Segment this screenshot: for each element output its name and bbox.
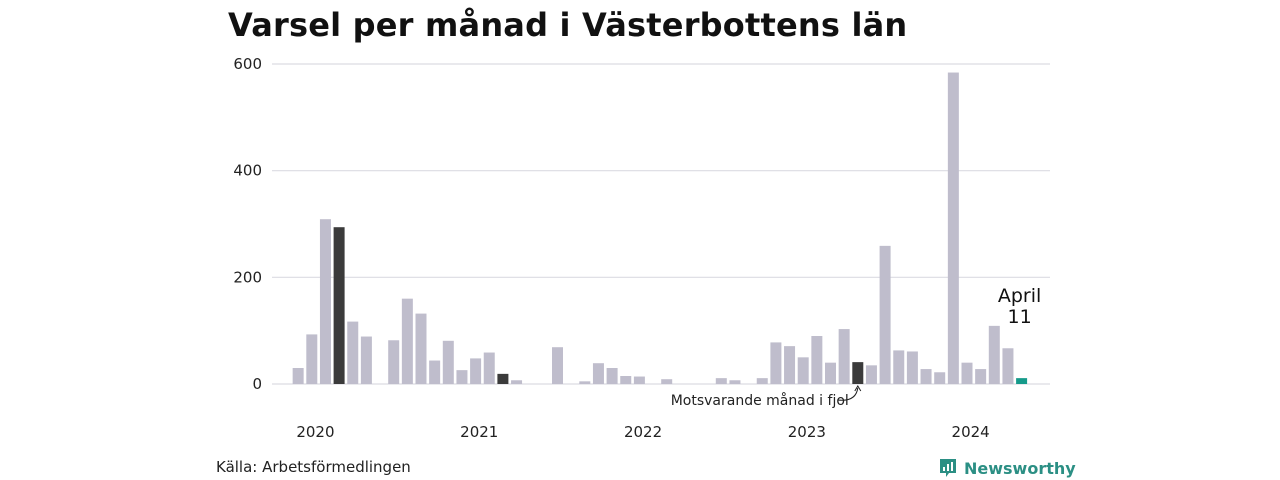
bar-2023-07 [852, 362, 864, 384]
current-month-label: April [998, 285, 1041, 307]
bar-2022-09 [715, 378, 727, 384]
x-tick-label: 2024 [952, 423, 990, 441]
x-tick-label: 2021 [460, 423, 498, 441]
x-tick-label: 2023 [788, 423, 826, 441]
bar-2023-01 [770, 342, 782, 384]
bar-2021-01 [442, 340, 454, 384]
bar-2023-09 [879, 245, 891, 384]
y-tick-label: 200 [233, 268, 262, 286]
y-tick-label: 600 [233, 55, 262, 73]
bar-2020-04 [319, 219, 331, 384]
bar-2021-02 [456, 370, 468, 384]
y-tick-label: 0 [252, 375, 262, 393]
newsworthy-logo-icon [940, 459, 956, 477]
bar-2020-05 [333, 227, 345, 384]
note-arrow-head [854, 385, 862, 392]
bar-2021-12 [592, 363, 604, 384]
chart-title: Varsel per månad i Västerbottens län [228, 6, 908, 44]
bar-2020-06 [347, 321, 359, 384]
bar-2021-04 [483, 352, 495, 384]
x-axis-ticks: 2020 2021 2022 2023 2024 [296, 423, 989, 441]
bar-2023-05 [825, 362, 836, 384]
brand[interactable]: Newsworthy [938, 456, 1076, 480]
bar-2024-03 [961, 362, 973, 384]
bar-2024-02 [947, 72, 959, 385]
bar-2024-04 [975, 369, 987, 384]
bar-2024-06 [1002, 348, 1014, 384]
bar-2023-08 [865, 365, 877, 384]
bar-2023-12 [920, 369, 932, 384]
y-tick-label: 400 [233, 162, 262, 180]
bar-2023-02 [784, 346, 796, 384]
bar-2024-05 [988, 325, 1000, 384]
bar-2021-06 [511, 380, 523, 384]
y-axis-ticks: 0 200 400 600 [233, 55, 262, 393]
x-tick-label: 2022 [624, 423, 662, 441]
source-note: Källa: Arbetsförmedlingen [216, 458, 411, 476]
bar-2024-01 [934, 372, 946, 384]
bar-2021-03 [470, 358, 482, 384]
bar-2022-03 [633, 376, 645, 384]
bar-2022-01 [606, 368, 618, 384]
bar-2020-11 [415, 313, 427, 384]
bar-2023-06 [838, 329, 850, 384]
previous-year-note: Motsvarande månad i fjol [671, 392, 849, 409]
bar-2021-11 [579, 381, 591, 384]
bar-2020-12 [429, 360, 441, 384]
brand-name: Newsworthy [964, 458, 1076, 478]
current-value-label: 11 [1008, 306, 1032, 328]
bar-2023-10 [893, 350, 905, 384]
bar-2023-04 [811, 336, 823, 384]
bar-2021-09 [552, 347, 563, 384]
bar-2020-09 [388, 340, 400, 384]
bar-2022-02 [620, 376, 632, 384]
x-tick-label: 2020 [296, 423, 334, 441]
bars [292, 72, 1028, 385]
bar-2023-11 [906, 351, 918, 384]
bar-2020-02 [292, 368, 304, 384]
bar-2024-07 [1016, 378, 1028, 384]
bar-2021-05 [497, 373, 509, 384]
bar-2022-12 [756, 378, 768, 384]
bar-2023-03 [797, 357, 809, 384]
grid-lines [272, 63, 1050, 385]
bar-2022-10 [729, 380, 741, 384]
bar-2020-07 [360, 336, 372, 384]
note-arrow [837, 387, 859, 401]
bar-2020-10 [401, 298, 413, 384]
bar-2020-03 [306, 334, 318, 384]
bar-2022-05 [661, 379, 673, 384]
